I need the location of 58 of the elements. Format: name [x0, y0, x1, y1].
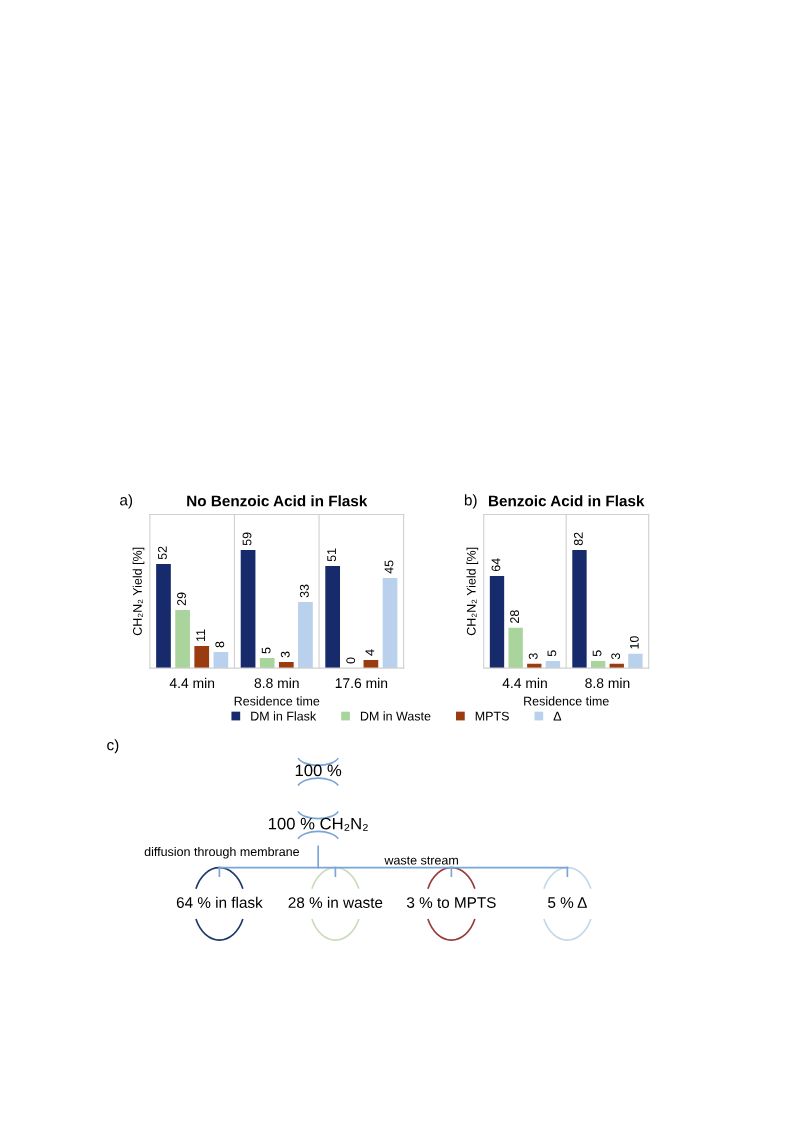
chart-title: Benzoic Acid in Flask	[488, 495, 645, 507]
bar	[194, 646, 210, 669]
category-label: 28 % in waste	[288, 896, 383, 908]
text: waste stream	[384, 856, 458, 865]
text: b)	[464, 494, 477, 509]
data-label: 11	[196, 629, 205, 641]
data-label: 8	[215, 641, 225, 648]
x-tick-label: 4.4 min	[502, 677, 547, 688]
x-axis-title: Residence time	[234, 696, 320, 706]
bar	[156, 564, 171, 669]
legend-label: MPTS	[475, 711, 509, 721]
bar	[508, 627, 523, 669]
y-axis-title: CH₂N₂ Yield [%]	[132, 547, 145, 636]
x-tick-label: 4.4 min	[169, 677, 215, 688]
x-tick-label: 17.6 min	[335, 677, 388, 689]
category-label: 5 % Δ	[548, 897, 587, 908]
legend-label: Δ	[553, 711, 562, 721]
data-label: 4	[365, 649, 375, 656]
data-label: 64	[491, 558, 501, 572]
data-label: 51	[327, 548, 337, 562]
bar	[175, 610, 190, 669]
text: 100 %	[295, 764, 342, 777]
data-label: 3	[280, 651, 290, 658]
x-tick-label: 8.8 min	[254, 677, 299, 689]
category-label: 64 % in flask	[176, 896, 263, 908]
bar	[259, 658, 275, 669]
data-label: 29	[177, 592, 186, 606]
text: c)	[107, 739, 119, 754]
legend-label: DM in Flask	[251, 711, 317, 721]
data-label: 33	[299, 584, 309, 598]
data-label: 45	[384, 560, 394, 574]
data-label: 52	[157, 546, 167, 560]
x-tick-label: 8.8 min	[585, 677, 630, 689]
y-axis-title: CH₂N₂ Yield [%]	[466, 547, 479, 636]
bar	[628, 653, 643, 669]
bar	[325, 566, 341, 669]
data-label: 5	[547, 650, 557, 657]
data-label: 59	[242, 532, 252, 546]
text: a)	[120, 494, 133, 509]
data-label: 3	[528, 653, 538, 660]
data-label: 82	[573, 532, 583, 546]
data-label: 5	[592, 650, 602, 657]
category-label: 3 % to MPTS	[406, 897, 496, 908]
data-label: 10	[629, 636, 639, 649]
legend-label: DM in Waste	[360, 711, 431, 721]
bar	[240, 549, 256, 669]
bar	[382, 578, 398, 669]
bar	[298, 602, 313, 669]
text: diffusion through membrane	[144, 846, 300, 859]
data-label: 28	[510, 610, 519, 623]
chart-title: No Benzoic Acid in Flask	[187, 495, 368, 507]
bar	[572, 549, 587, 669]
bar	[489, 575, 505, 669]
data-label: 0	[346, 657, 356, 664]
data-label: 3	[611, 653, 621, 660]
x-axis-title: Residence time	[524, 696, 609, 706]
text: 100 % CH₂N₂	[268, 817, 368, 831]
data-label: 5	[261, 647, 271, 654]
